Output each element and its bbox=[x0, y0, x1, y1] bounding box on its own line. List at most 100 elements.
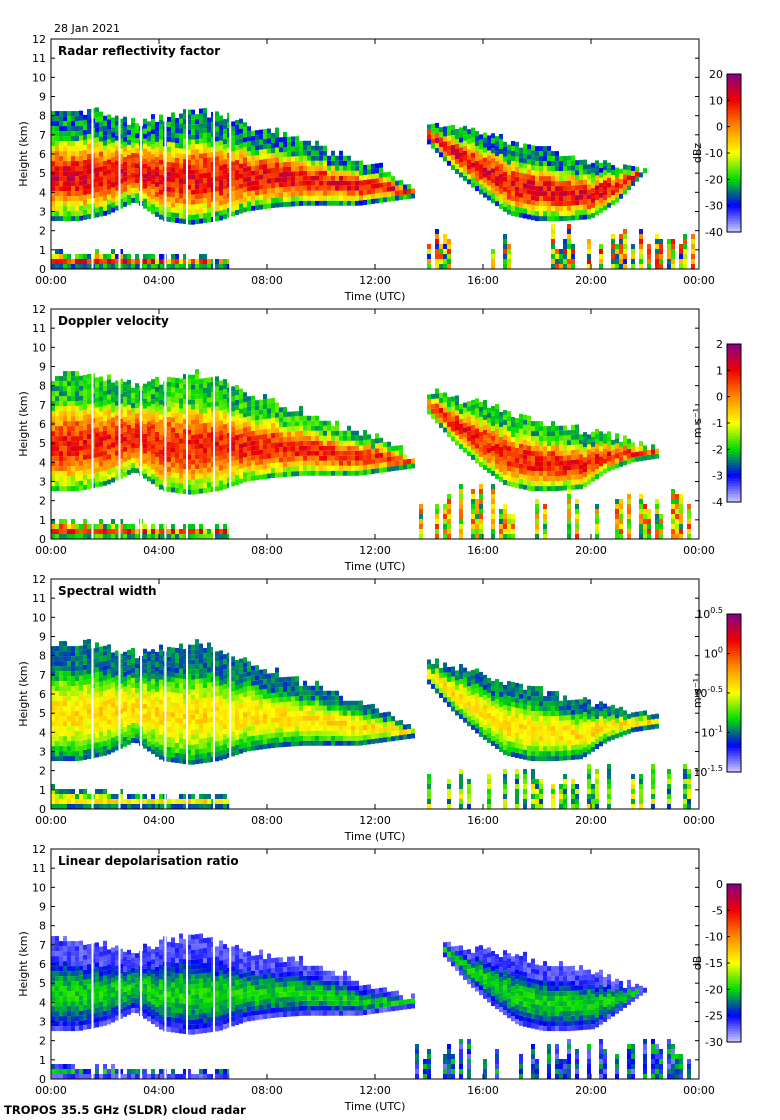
data-gap-stripe bbox=[186, 39, 188, 269]
x-tick-label: 12:00 bbox=[359, 1084, 391, 1097]
y-tick-label: 4 bbox=[39, 996, 46, 1009]
colorbar-tick-label: -40 bbox=[705, 226, 723, 239]
colorbar-tick-label: -1 bbox=[712, 417, 723, 430]
y-tick-label: 10 bbox=[32, 881, 46, 894]
data-gap-stripe bbox=[164, 579, 167, 809]
x-axis-label: Time (UTC) bbox=[344, 290, 406, 303]
y-tick-label: 10 bbox=[32, 71, 46, 84]
data-gap-stripe bbox=[213, 309, 215, 539]
colorbar-label: dBz bbox=[691, 143, 704, 164]
y-tick-label: 7 bbox=[39, 129, 46, 142]
y-tick-label: 2 bbox=[39, 1035, 46, 1048]
x-axis-label: Time (UTC) bbox=[344, 1100, 406, 1113]
colorbar-tick-label: 100 bbox=[704, 646, 723, 661]
y-tick-label: 6 bbox=[39, 418, 46, 431]
colorbar: 20 10 0 -10 -20 -30 -40 dBz bbox=[691, 68, 742, 239]
y-tick-label: 9 bbox=[39, 91, 46, 104]
y-tick-label: 4 bbox=[39, 726, 46, 739]
data-gap-stripe bbox=[213, 849, 215, 1079]
x-tick-label: 16:00 bbox=[467, 814, 499, 827]
y-tick-label: 3 bbox=[39, 206, 46, 219]
y-tick-label: 2 bbox=[39, 225, 46, 238]
colorbar-tick-label: 0 bbox=[716, 878, 723, 891]
colorbar: 2 1 0 -1 -2 -3 -4 m s⁻¹ bbox=[691, 338, 742, 509]
colorbar: 0 -5 -10 -15 -20 -25 -30 dB bbox=[691, 878, 742, 1049]
y-tick-label: 5 bbox=[39, 437, 46, 450]
y-tick-label: 8 bbox=[39, 920, 46, 933]
colorbar-tick-label: -30 bbox=[705, 1036, 723, 1049]
y-tick-label: 7 bbox=[39, 939, 46, 952]
colorbar-tick-label: -20 bbox=[705, 173, 723, 186]
y-tick-label: 12 bbox=[32, 573, 46, 586]
y-tick-label: 11 bbox=[32, 592, 46, 605]
y-tick-label: 8 bbox=[39, 110, 46, 123]
data-gap-stripe bbox=[140, 849, 143, 1079]
x-tick-label: 04:00 bbox=[143, 1084, 175, 1097]
colorbar-tick-label: -2 bbox=[712, 443, 723, 456]
data-gap-stripe bbox=[229, 579, 232, 809]
y-tick-label: 9 bbox=[39, 901, 46, 914]
colorbar-label: m s⁻¹ bbox=[691, 408, 704, 438]
panel-title: Doppler velocity bbox=[58, 314, 169, 328]
y-axis-label: Height (km) bbox=[17, 121, 30, 187]
y-tick-label: 2 bbox=[39, 495, 46, 508]
exponent: 0 bbox=[718, 646, 723, 655]
colorbar-label: dB bbox=[691, 956, 704, 971]
y-tick-label: 10 bbox=[32, 611, 46, 624]
data-gap-stripe bbox=[164, 849, 167, 1079]
y-axis-label: Height (km) bbox=[17, 931, 30, 997]
x-tick-label: 12:00 bbox=[359, 814, 391, 827]
x-tick-label: 04:00 bbox=[143, 274, 175, 287]
x-tick-label: 08:00 bbox=[251, 814, 283, 827]
colorbar-tick-label: 20 bbox=[709, 68, 723, 81]
data-gap-stripe bbox=[186, 309, 188, 539]
date-label: 28 Jan 2021 bbox=[54, 22, 120, 35]
y-tick-label: 1 bbox=[39, 514, 46, 527]
colorbar-tick-label: 0 bbox=[716, 121, 723, 134]
data-gap-stripe bbox=[164, 309, 167, 539]
y-tick-label: 11 bbox=[32, 322, 46, 335]
y-tick-label: 5 bbox=[39, 707, 46, 720]
y-tick-label: 11 bbox=[32, 52, 46, 65]
y-tick-label: 11 bbox=[32, 862, 46, 875]
y-tick-label: 8 bbox=[39, 650, 46, 663]
y-tick-label: 5 bbox=[39, 977, 46, 990]
y-tick-label: 2 bbox=[39, 765, 46, 778]
panel-title: Radar reflectivity factor bbox=[58, 44, 220, 58]
data-gap-stripe bbox=[213, 579, 215, 809]
colorbar-tick-label: -20 bbox=[705, 983, 723, 996]
colorbar-tick-label: 1 bbox=[716, 364, 723, 377]
colorbar-tick-label: -30 bbox=[705, 200, 723, 213]
data-gap-stripe bbox=[91, 309, 94, 539]
data-gap-stripe bbox=[118, 849, 121, 1079]
x-tick-label: 00:00 bbox=[683, 274, 715, 287]
x-tick-label: 16:00 bbox=[467, 274, 499, 287]
data-gap-stripe bbox=[118, 39, 121, 269]
y-tick-label: 3 bbox=[39, 476, 46, 489]
x-tick-label: 00:00 bbox=[35, 274, 67, 287]
y-tick-label: 0 bbox=[39, 263, 46, 276]
y-tick-label: 12 bbox=[32, 33, 46, 46]
data-gap-stripe bbox=[118, 309, 121, 539]
exponent: -0.5 bbox=[707, 685, 723, 694]
y-tick-label: 9 bbox=[39, 631, 46, 644]
data-gap-stripe bbox=[229, 849, 232, 1079]
x-tick-label: 16:00 bbox=[467, 1084, 499, 1097]
colorbar-tick-label: 100.5 bbox=[696, 606, 723, 621]
data-gap-stripe bbox=[164, 39, 167, 269]
data-gap-stripe bbox=[140, 309, 143, 539]
panel-title: Spectral width bbox=[58, 584, 157, 598]
colorbar-tick-label: -10 bbox=[705, 147, 723, 160]
x-tick-label: 08:00 bbox=[251, 1084, 283, 1097]
y-axis-label: Height (km) bbox=[17, 661, 30, 727]
data-gap-stripe bbox=[91, 579, 94, 809]
colorbar-tick-label: -10 bbox=[705, 931, 723, 944]
y-tick-label: 0 bbox=[39, 1073, 46, 1086]
y-tick-label: 3 bbox=[39, 746, 46, 759]
y-tick-label: 6 bbox=[39, 148, 46, 161]
